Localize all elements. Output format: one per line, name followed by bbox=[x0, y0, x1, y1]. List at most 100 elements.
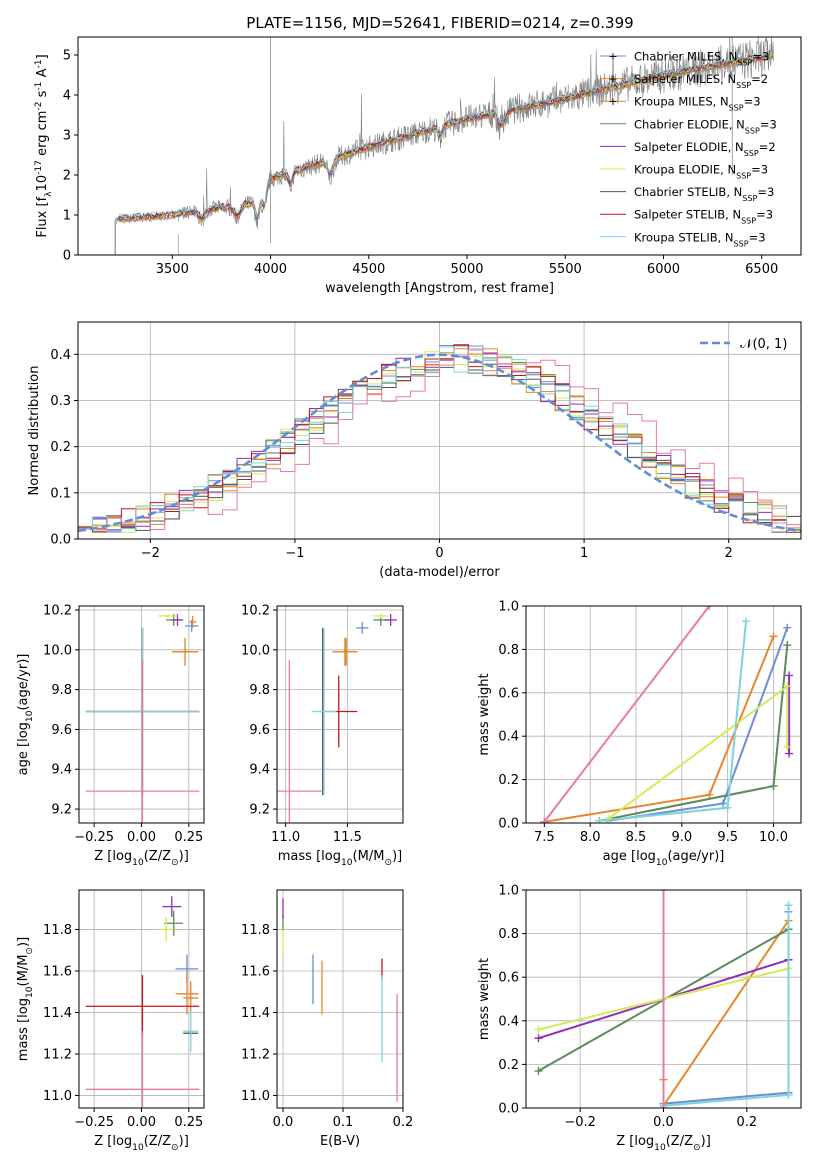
y-tick-label: 0.2 bbox=[50, 440, 71, 455]
y-tick-label: 0.3 bbox=[50, 394, 71, 409]
weight-marker bbox=[705, 606, 714, 610]
axes-frame bbox=[525, 605, 802, 824]
y-tick-label: 9.4 bbox=[51, 763, 72, 778]
weight-marker bbox=[659, 1104, 668, 1108]
weight-marker bbox=[723, 803, 732, 812]
x-tick-label: −1 bbox=[285, 546, 304, 561]
legend-label: 𝒩(0, 1) bbox=[740, 337, 787, 352]
weight-marker bbox=[742, 617, 750, 626]
model-spectrum bbox=[114, 51, 774, 255]
y-tick-label: 0.8 bbox=[498, 643, 519, 658]
error-cross bbox=[85, 659, 200, 823]
y-tick-label: 0.0 bbox=[498, 817, 519, 832]
weight-marker bbox=[540, 817, 549, 823]
weight-vs-z-panel: −0.2 0.0 0.2 0.0 0.2 0.4 0.6 0.8 1.0 Z [log10(Z/Z… bbox=[477, 884, 802, 1153]
y-tick-label: 3 bbox=[63, 129, 71, 144]
y-tick-label: 9.8 bbox=[51, 683, 72, 698]
x-tick-label: 9.0 bbox=[671, 830, 692, 845]
y-tick-label: 5 bbox=[63, 49, 71, 64]
spectrum-panel: 3500 4000 4500 5000 5500 6000 6500 0 1 2 3 4 5 wavele… bbox=[34, 36, 802, 296]
x-axis-label: E(B-V) bbox=[320, 1134, 360, 1149]
error-cross bbox=[171, 637, 199, 666]
y-axis-label: mass weight bbox=[477, 673, 492, 755]
error-cross bbox=[332, 637, 358, 666]
histogram-series bbox=[78, 348, 801, 535]
y-tick-label: 9.6 bbox=[51, 723, 72, 738]
mass-vs-ebv-panel: 0.0 0.1 0.2 11.0 11.2 11.4 11.6 11.8 E(B-V) bbox=[241, 889, 414, 1149]
weight-marker bbox=[769, 632, 778, 641]
axes-frame bbox=[276, 889, 404, 1109]
plot-area bbox=[85, 896, 200, 1108]
plot-area bbox=[534, 890, 793, 1108]
x-axis-label: (data-model)/error bbox=[379, 565, 500, 580]
x-tick-label: 4500 bbox=[352, 262, 385, 277]
x-tick-label: 7.5 bbox=[534, 830, 555, 845]
legend-label: Chabrier ELODIE, NSSP=3 bbox=[634, 117, 777, 135]
y-tick-label: 11.6 bbox=[43, 964, 72, 979]
weight-marker bbox=[659, 890, 668, 894]
x-tick-label: 1 bbox=[580, 546, 588, 561]
x-tick-label: 6000 bbox=[647, 262, 680, 277]
x-tick-label: 0 bbox=[435, 546, 443, 561]
legend-label: Salpeter MILES, NSSP=2 bbox=[634, 72, 768, 90]
weight-marker bbox=[785, 749, 794, 758]
error-cross bbox=[373, 613, 389, 618]
y-tick-label: 11.8 bbox=[241, 923, 270, 938]
plot-area bbox=[78, 344, 801, 535]
weight-marker bbox=[784, 1090, 793, 1099]
x-tick-label: 0.25 bbox=[174, 1115, 203, 1130]
error-cross bbox=[162, 896, 182, 917]
legend-label: Chabrier STELIB, NSSP=3 bbox=[634, 185, 774, 203]
x-tick-label: 4000 bbox=[254, 262, 287, 277]
y-tick-label: 11.4 bbox=[241, 1006, 270, 1021]
x-tick-label: 11.0 bbox=[271, 830, 300, 845]
y-tick-label: 4 bbox=[63, 89, 71, 104]
y-tick-label: 0.6 bbox=[498, 971, 519, 986]
y-tick-label: 2 bbox=[63, 169, 71, 184]
plot-area bbox=[540, 606, 794, 823]
y-tick-label: 1.0 bbox=[498, 884, 519, 899]
x-tick-label: 8.5 bbox=[626, 830, 647, 845]
x-axis-label: Z [log10(Z/Z⊙)] bbox=[616, 1134, 711, 1153]
y-tick-label: 11.2 bbox=[241, 1048, 270, 1063]
y-tick-label: 11.0 bbox=[241, 1089, 270, 1104]
y-tick-label: 9.2 bbox=[51, 803, 72, 818]
weight-marker bbox=[719, 799, 728, 808]
axes-frame bbox=[276, 605, 404, 824]
y-tick-label: 0.4 bbox=[498, 730, 519, 745]
y-tick-label: 0.2 bbox=[498, 773, 519, 788]
error-cross bbox=[356, 621, 369, 634]
legend-label: Salpeter STELIB, NSSP=3 bbox=[634, 208, 773, 226]
y-axis-label: mass weight bbox=[477, 958, 492, 1040]
y-tick-label: 1.0 bbox=[498, 600, 519, 615]
weight-marker bbox=[534, 1066, 543, 1075]
legend-marker: + bbox=[608, 95, 617, 108]
y-tick-label: 9.6 bbox=[249, 723, 270, 738]
y-tick-label: 0.4 bbox=[50, 348, 71, 363]
weight-marker bbox=[783, 623, 792, 632]
mass-vs-z-panel: −0.25 0.00 0.25 11.0 11.2 11.4 11.6 11.8 Z [log1… bbox=[16, 889, 205, 1153]
weight-series-line bbox=[543, 606, 711, 823]
x-tick-label: 0.2 bbox=[393, 1115, 414, 1130]
x-tick-label: 0.25 bbox=[174, 830, 203, 845]
y-tick-label: 11.2 bbox=[43, 1048, 72, 1063]
x-axis-label: wavelength [Angstrom, rest frame] bbox=[325, 281, 554, 296]
data-spectrum bbox=[177, 37, 774, 229]
weight-marker bbox=[534, 1025, 543, 1034]
age-vs-mass-panel: 11.0 11.5 9.2 9.4 9.6 9.8 10.0 10.2 mass [log10(… bbox=[241, 603, 404, 868]
weight-vs-age-panel: 7.5 8.0 8.5 9.0 9.5 10.0 0.0 0.2 0.4 0.6 0.8 1.0 age… bbox=[477, 600, 802, 868]
y-axis-label: Normed distribution bbox=[27, 366, 42, 496]
x-axis-label: age [log10(age/yr)] bbox=[603, 849, 725, 868]
y-tick-label: 0.0 bbox=[498, 1102, 519, 1117]
x-tick-label: −0.2 bbox=[564, 1115, 596, 1130]
figure-title: PLATE=1156, MJD=52641, FIBERID=0214, z=0… bbox=[246, 14, 633, 32]
weight-marker bbox=[783, 682, 792, 691]
error-cross bbox=[85, 1031, 200, 1108]
x-tick-label: 0.1 bbox=[333, 1115, 354, 1130]
error-cross bbox=[183, 1010, 199, 1052]
y-tick-label: 1 bbox=[63, 209, 71, 224]
error-cross bbox=[183, 981, 199, 1015]
x-axis-label: Z [log10(Z/Z⊙)] bbox=[94, 1134, 189, 1153]
x-tick-label: 8.0 bbox=[580, 830, 601, 845]
normal-curve bbox=[78, 353, 801, 533]
